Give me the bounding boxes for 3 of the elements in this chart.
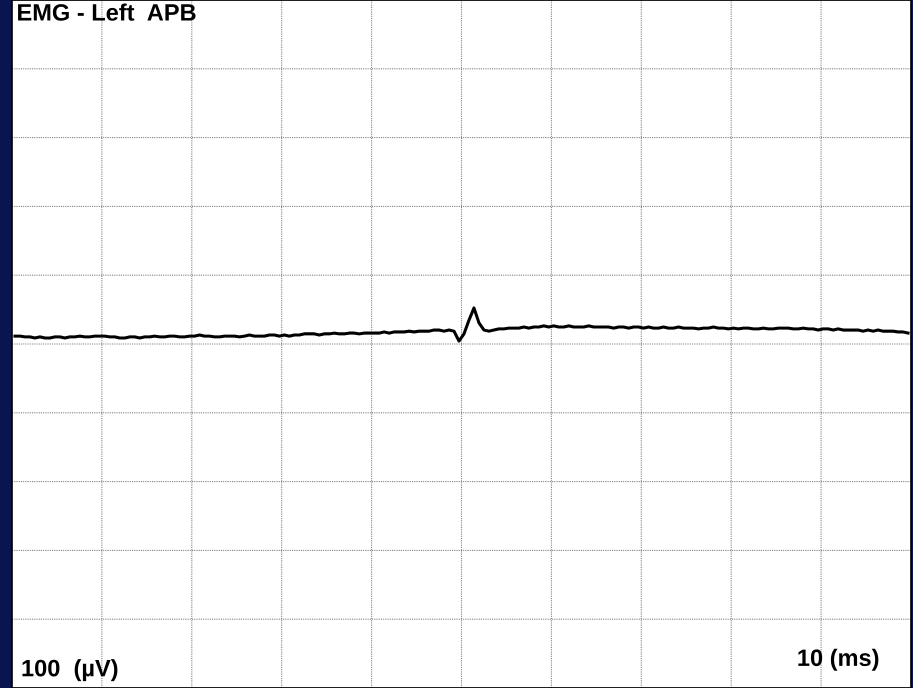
annotation: 10 (ms) bbox=[798, 648, 878, 671]
annotation: 100 (µV) bbox=[22, 659, 118, 682]
chart-title: EMG - Left APB bbox=[18, 3, 196, 21]
